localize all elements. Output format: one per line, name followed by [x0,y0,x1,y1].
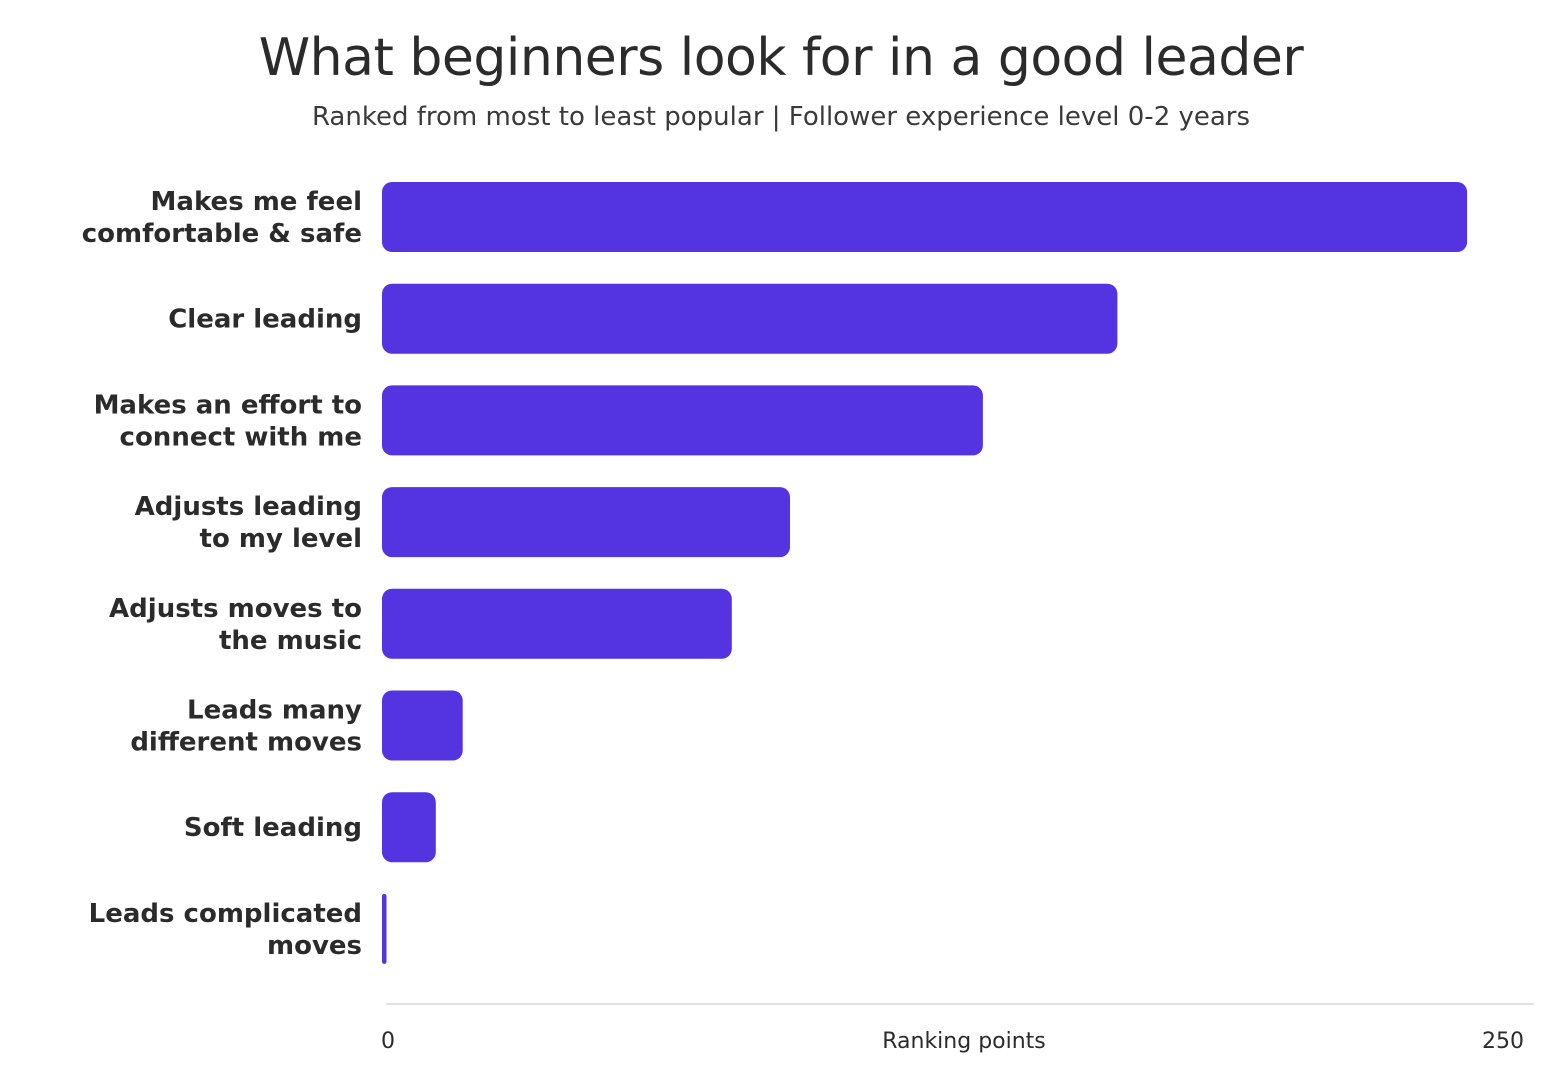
category-label-line: Makes an effort to [94,390,362,420]
bars-layer [382,182,1468,964]
category-label-line: connect with me [120,422,362,452]
category-label-6: Soft leading [184,813,362,843]
bar-6 [382,792,436,863]
category-label-line: Adjusts leading [135,492,362,522]
bar-1 [382,283,1118,354]
x-tick-label-250: 250 [1482,1029,1524,1054]
category-label-3: Adjusts leading to my level [135,492,362,554]
x-tick-label-0: 0 [381,1029,395,1054]
bar-3 [382,487,790,558]
chart-title: What beginners look for in a good leader [258,28,1304,88]
category-label-line: moves [267,931,362,961]
category-label-0: Makes me feel comfortable & safe [82,187,362,249]
bar-0 [382,182,1468,252]
category-label-4: Adjusts moves to the music [109,594,362,656]
category-label-line: the music [219,626,362,656]
category-label-line: Makes me feel [151,187,362,217]
category-label-line: different moves [130,728,362,758]
bar-5 [382,690,463,761]
bar-7 [382,893,387,964]
chart-subtitle: Ranked from most to least popular | Foll… [311,102,1251,132]
category-label-line: comfortable & safe [82,219,362,249]
category-label-line: Adjusts moves to [109,594,362,624]
category-label-2: Makes an effort to connect with me [94,390,362,452]
x-axis-title: Ranking points [882,1029,1046,1054]
category-label-line: Leads many [187,696,362,726]
category-label-line: Clear leading [168,305,362,335]
category-labels: Makes me feel comfortable & safe Clear lea… [82,187,362,961]
category-label-7: Leads complicated moves [89,899,362,961]
category-label-line: Leads complicated [89,899,362,929]
bar-4 [382,588,732,659]
category-label-line: Soft leading [184,813,362,843]
bar-2 [382,385,983,456]
category-label-1: Clear leading [168,305,362,335]
category-label-5: Leads many different moves [130,696,362,758]
category-label-line: to my level [200,524,362,554]
